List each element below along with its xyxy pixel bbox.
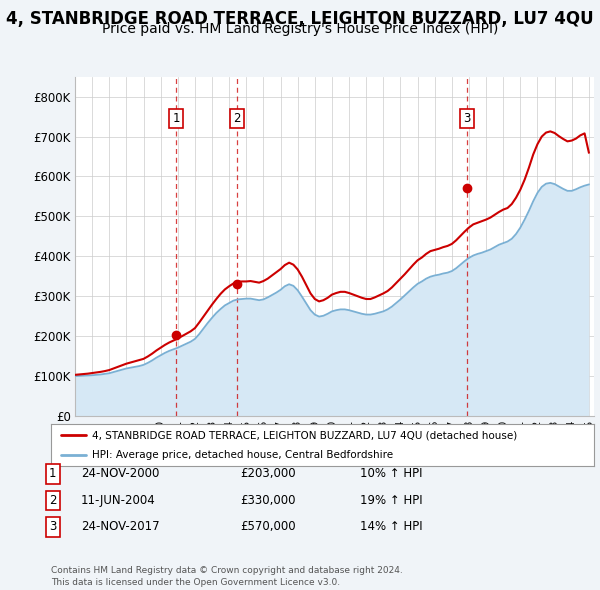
Text: 3: 3: [464, 112, 471, 125]
Text: 11-JUN-2004: 11-JUN-2004: [81, 494, 156, 507]
Text: Price paid vs. HM Land Registry's House Price Index (HPI): Price paid vs. HM Land Registry's House …: [102, 22, 498, 36]
Text: 24-NOV-2017: 24-NOV-2017: [81, 520, 160, 533]
Text: 4, STANBRIDGE ROAD TERRACE, LEIGHTON BUZZARD, LU7 4QU: 4, STANBRIDGE ROAD TERRACE, LEIGHTON BUZ…: [6, 10, 594, 28]
Text: 14% ↑ HPI: 14% ↑ HPI: [360, 520, 422, 533]
Text: 3: 3: [49, 520, 56, 533]
Text: £570,000: £570,000: [240, 520, 296, 533]
Text: 1: 1: [49, 467, 56, 480]
Text: £203,000: £203,000: [240, 467, 296, 480]
Text: 24-NOV-2000: 24-NOV-2000: [81, 467, 160, 480]
Text: 2: 2: [49, 494, 56, 507]
Text: 4, STANBRIDGE ROAD TERRACE, LEIGHTON BUZZARD, LU7 4QU (detached house): 4, STANBRIDGE ROAD TERRACE, LEIGHTON BUZ…: [92, 430, 517, 440]
Text: HPI: Average price, detached house, Central Bedfordshire: HPI: Average price, detached house, Cent…: [92, 450, 393, 460]
Text: £330,000: £330,000: [240, 494, 296, 507]
Text: Contains HM Land Registry data © Crown copyright and database right 2024.
This d: Contains HM Land Registry data © Crown c…: [51, 566, 403, 587]
Text: 1: 1: [172, 112, 180, 125]
Text: 10% ↑ HPI: 10% ↑ HPI: [360, 467, 422, 480]
Text: 19% ↑ HPI: 19% ↑ HPI: [360, 494, 422, 507]
Text: 2: 2: [233, 112, 241, 125]
